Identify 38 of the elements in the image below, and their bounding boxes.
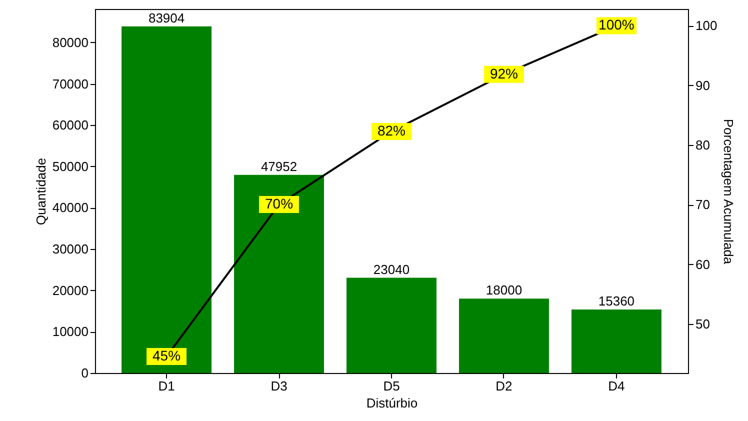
y2-tick-label: 70: [696, 197, 710, 212]
y-tick-label: 40000: [52, 200, 88, 216]
data-label: 82%: [377, 122, 406, 138]
data-label: 23040: [373, 262, 410, 277]
data-label: 15360: [598, 294, 635, 309]
data-label: 47952: [260, 158, 298, 174]
y-tick-label: 80000: [52, 34, 88, 50]
x-tick-label: D4: [608, 378, 625, 394]
y-axis-title: Quantidade: [33, 158, 48, 226]
y2-tick-label: 90: [696, 78, 710, 93]
bar: [571, 310, 662, 373]
y-tick-label: 10000: [52, 324, 88, 340]
x-tick-label: D3: [270, 378, 288, 394]
y-tick-label: 50000: [52, 158, 88, 174]
data-label: 83904: [148, 10, 185, 26]
y2-tick-label: 100: [696, 18, 718, 34]
x-tick-label: D5: [383, 378, 400, 394]
y-tick-label: 0: [81, 366, 88, 380]
y-tick-label: 60000: [52, 118, 88, 133]
x-tick-label: D1: [158, 378, 175, 394]
y-tick-label: 30000: [52, 242, 88, 257]
y-tick-label: 20000: [52, 282, 88, 298]
bar: [458, 298, 549, 373]
data-label: 92%: [490, 65, 518, 82]
data-label: 70%: [265, 195, 294, 212]
y2-axis-title: Porcentagem Acumulada: [721, 118, 736, 265]
data-label: 100%: [598, 16, 634, 33]
y2-tick-label: 80: [696, 138, 710, 153]
data-label: 45%: [152, 347, 181, 364]
data-label: 18000: [486, 282, 522, 298]
y2-tick-label: 50: [696, 316, 710, 332]
x-tick-label: D2: [496, 378, 512, 394]
bar: [346, 278, 436, 373]
bar: [234, 174, 324, 373]
bar: [122, 26, 212, 373]
y-tick-label: 70000: [52, 76, 88, 92]
x-axis-title: Distúrbio: [366, 396, 418, 410]
y2-tick-label: 60: [696, 256, 710, 272]
